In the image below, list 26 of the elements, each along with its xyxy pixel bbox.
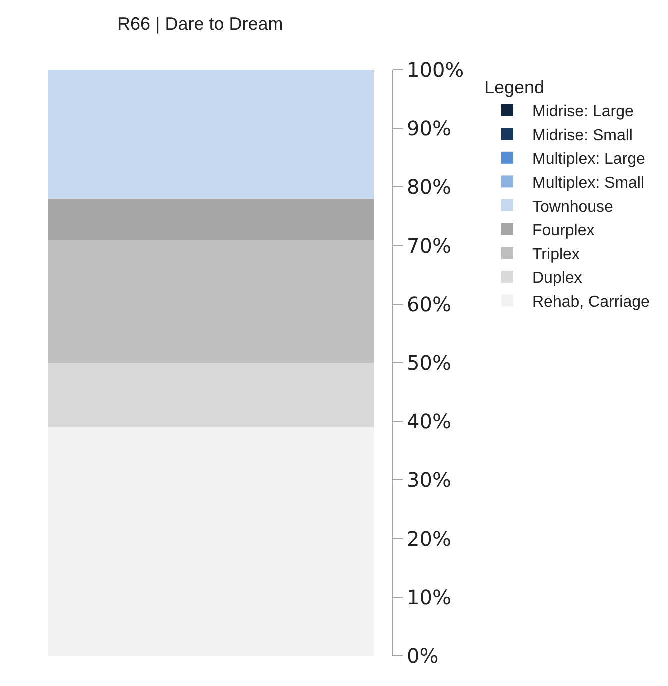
y-tick-label: 70% xyxy=(407,234,452,258)
y-tick-label: 80% xyxy=(407,175,452,200)
bar xyxy=(48,363,374,428)
y-tick-label: 100% xyxy=(407,58,464,82)
y-tick-label: 50% xyxy=(407,351,452,375)
legend-label: Townhouse xyxy=(532,198,614,216)
y-tick-label: 0% xyxy=(407,644,439,668)
bar xyxy=(48,240,374,363)
legend-label: Multiplex: Large xyxy=(532,151,646,168)
y-tick-label: 20% xyxy=(407,526,452,551)
chart-title: R66 | Dare to Dream xyxy=(118,14,284,34)
y-tick-label: 40% xyxy=(407,410,452,434)
legend-label: Triplex xyxy=(532,246,580,264)
bar xyxy=(48,70,374,199)
legend-label: Fourplex xyxy=(532,222,595,240)
y-tick-label: 90% xyxy=(407,116,452,141)
bar xyxy=(48,198,374,240)
y-tick-label: 30% xyxy=(407,468,452,492)
legend-title: Legend xyxy=(484,77,545,98)
legend-label: Multiplex: Small xyxy=(532,174,645,192)
legend-label: Duplex xyxy=(532,270,582,288)
legend-label: Midrise: Large xyxy=(532,104,634,121)
y-tick-label: 60% xyxy=(407,292,452,316)
y-tick-label: 10% xyxy=(407,585,452,610)
legend-label: Midrise: Small xyxy=(532,127,633,144)
legend-label: Rehab, Carriage xyxy=(532,294,650,311)
